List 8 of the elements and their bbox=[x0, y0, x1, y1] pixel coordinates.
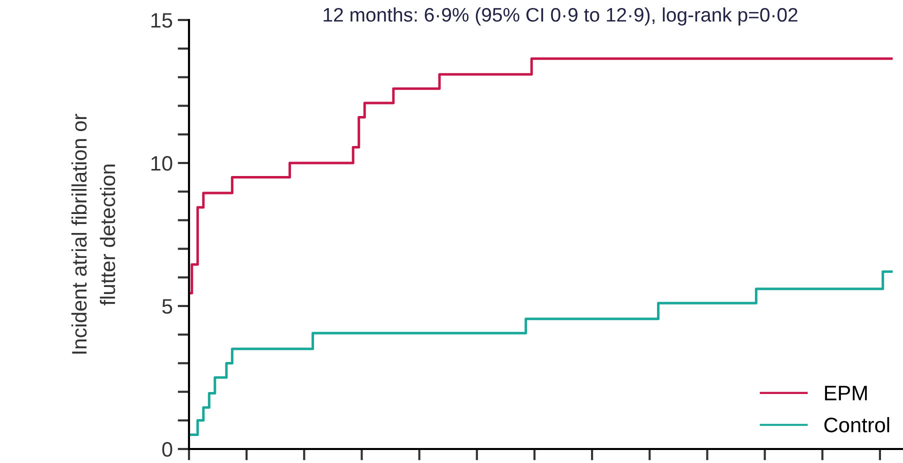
legend-label: Control bbox=[824, 417, 890, 432]
legend-label: EPM bbox=[825, 386, 867, 400]
y-tick-label: 5 bbox=[162, 299, 172, 314]
y-axis-title: Incident atrial fibrillation or flutter detection bbox=[71, 114, 116, 354]
y-tick-label: 0 bbox=[162, 442, 172, 457]
y-tick-label: 10 bbox=[151, 156, 172, 171]
y-tick-label: 15 bbox=[151, 13, 172, 28]
chart-title: 12 months: 6·9% (95% CI 0·9 to 12·9), log-rank p=0·02 bbox=[324, 7, 798, 26]
